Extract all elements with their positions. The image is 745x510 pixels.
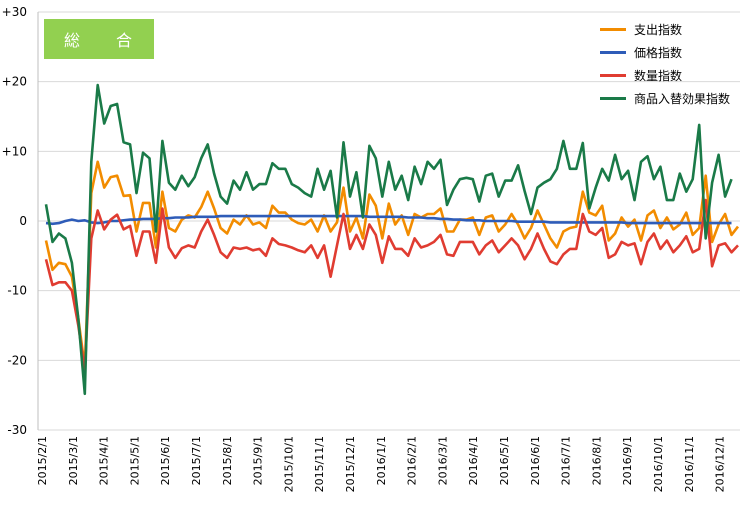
y-tick-label: 0 bbox=[19, 214, 27, 228]
legend-swatch-0 bbox=[600, 28, 626, 31]
x-tick-label: 2015/10/1 bbox=[282, 436, 295, 492]
x-tick-label: 2015/7/1 bbox=[190, 436, 203, 485]
x-tick-label: 2016/12/1 bbox=[714, 436, 727, 492]
legend-swatch-3 bbox=[600, 97, 626, 100]
series-line-0 bbox=[44, 160, 740, 369]
legend: 支出指数 価格指数 数量指数 商品入替効果指数 bbox=[600, 18, 730, 110]
x-tick-label: 2016/1/1 bbox=[375, 436, 388, 485]
x-axis: 2015/2/1 2015/3/1 2015/4/1 2015/5/1 2015/6/1… bbox=[36, 12, 745, 492]
x-tick-label: 2016/2/1 bbox=[406, 436, 419, 485]
y-tick-label: -20 bbox=[7, 353, 27, 367]
legend-label: 商品入替効果指数 bbox=[634, 92, 731, 106]
x-tick-label: 2015/4/1 bbox=[98, 436, 111, 485]
x-tick-label: 2015/12/1 bbox=[344, 436, 357, 492]
y-tick-label: +10 bbox=[2, 144, 27, 158]
x-tick-label: 2015/9/1 bbox=[252, 436, 265, 485]
legend-swatch-1 bbox=[600, 51, 626, 54]
legend-item: 数量指数 bbox=[600, 64, 730, 87]
x-tick-label: 2016/8/1 bbox=[590, 436, 603, 485]
x-tick-label: 2015/2/1 bbox=[36, 436, 49, 485]
x-tick-label: 2016/3/1 bbox=[436, 436, 449, 485]
category-badge: 総 合 bbox=[44, 19, 154, 59]
x-tick-label: 2016/7/1 bbox=[560, 436, 573, 485]
series-lines bbox=[44, 83, 740, 396]
legend-item: 商品入替効果指数 bbox=[600, 87, 730, 110]
x-tick-label: 2015/6/1 bbox=[159, 436, 172, 485]
y-tick-label: -30 bbox=[7, 423, 27, 437]
x-tick-label: 2016/11/1 bbox=[683, 436, 696, 492]
x-tick-label: 2016/10/1 bbox=[652, 436, 665, 492]
legend-label: 支出指数 bbox=[634, 23, 683, 37]
x-tick-label: 2016/4/1 bbox=[467, 436, 480, 485]
legend-label: 価格指数 bbox=[634, 46, 683, 60]
series-line-1 bbox=[45, 214, 732, 226]
legend-item: 価格指数 bbox=[600, 41, 730, 64]
x-tick-label: 2015/11/1 bbox=[313, 436, 326, 492]
x-tick-label: 2015/5/1 bbox=[128, 436, 141, 485]
legend-label: 数量指数 bbox=[634, 69, 683, 83]
y-axis: +30 +20 +10 0 -10 -20 -30 bbox=[2, 5, 27, 437]
series-line-3 bbox=[44, 83, 733, 396]
y-tick-label: -10 bbox=[7, 284, 27, 298]
series-line-2 bbox=[44, 198, 739, 373]
y-tick-label: +30 bbox=[2, 5, 27, 19]
y-tick-label: +20 bbox=[2, 75, 27, 89]
x-tick-label: 2016/9/1 bbox=[621, 436, 634, 485]
x-tick-label: 2016/6/1 bbox=[529, 436, 542, 485]
x-tick-label: 2015/3/1 bbox=[67, 436, 80, 485]
x-tick-label: 2015/8/1 bbox=[221, 436, 234, 485]
legend-swatch-2 bbox=[600, 74, 626, 77]
x-tick-label: 2016/5/1 bbox=[498, 436, 511, 485]
legend-item: 支出指数 bbox=[600, 18, 730, 41]
